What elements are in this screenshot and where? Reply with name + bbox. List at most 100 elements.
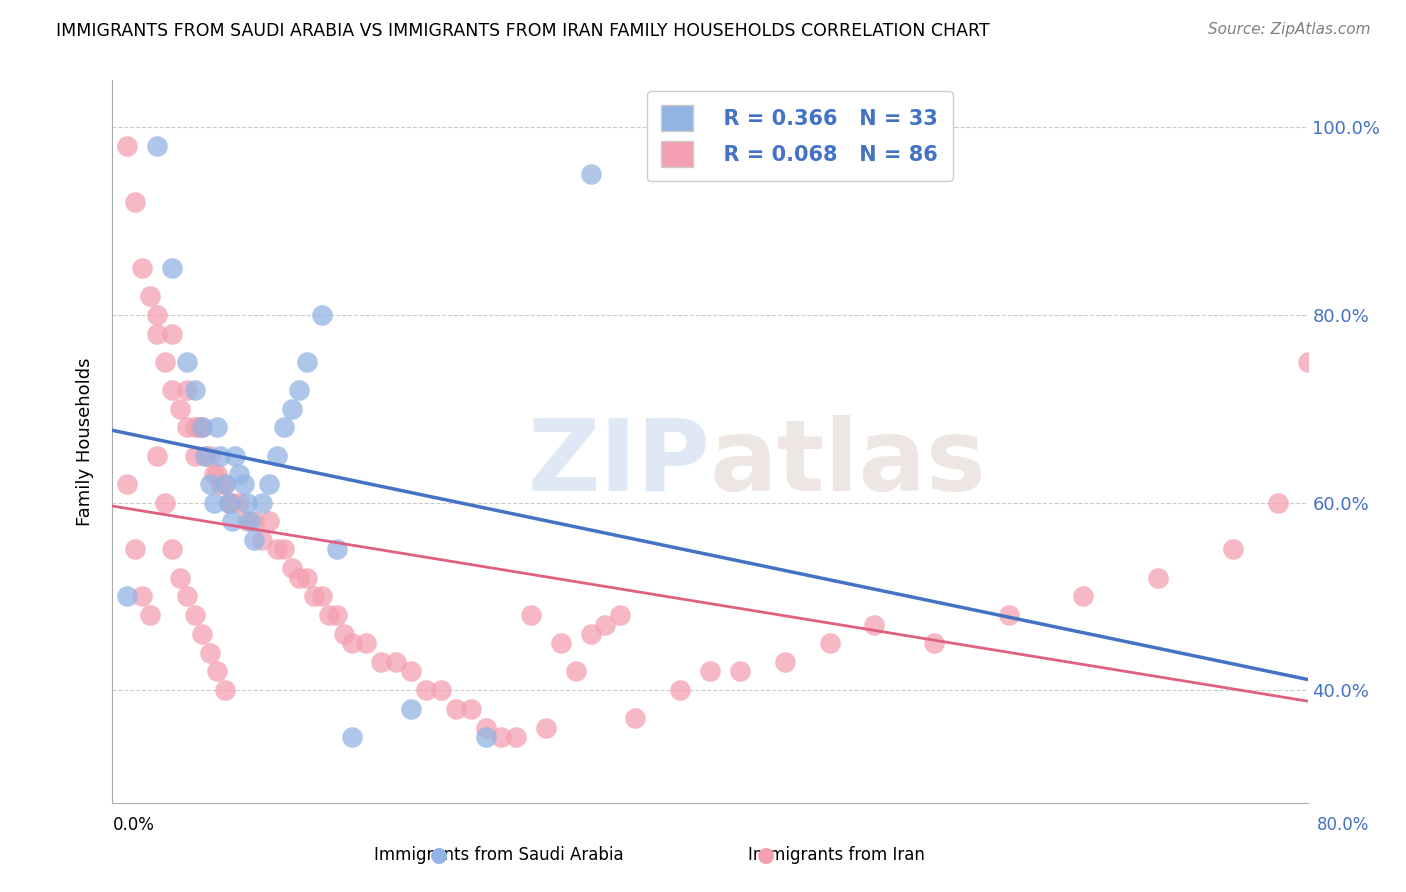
Point [430,683,453,698]
Point [311,308,333,322]
Point [205,420,228,434]
Point [250,495,273,509]
Point [124,542,146,557]
Point [1147,571,1170,585]
Point [218,495,240,509]
Point [194,449,217,463]
Point [162,260,183,275]
Point [236,514,259,528]
Point [281,401,304,416]
Point [117,590,139,604]
Text: atlas: atlas [710,415,987,512]
Point [534,721,557,735]
Point [505,730,527,744]
Point [356,636,378,650]
Point [1222,542,1244,557]
Point [131,590,153,604]
Point [259,514,281,528]
Text: ●: ● [430,845,447,864]
Point [595,617,617,632]
Point [318,608,340,623]
Point [333,627,356,641]
Point [998,608,1021,623]
Point [176,355,198,369]
Point [224,449,246,463]
Text: Immigrants from Iran: Immigrants from Iran [748,846,925,863]
Point [325,542,347,557]
Point [191,420,214,434]
Point [221,495,243,509]
Point [202,467,225,482]
Point [579,167,602,181]
Point [401,702,423,716]
Point [415,683,437,698]
Point [460,702,482,716]
Point [162,542,183,557]
Text: ●: ● [758,845,775,864]
Point [205,467,228,482]
Point [218,495,240,509]
Point [198,449,221,463]
Point [1296,355,1319,369]
Point [281,561,304,575]
Point [922,636,945,650]
Point [202,495,225,509]
Point [325,608,347,623]
Point [221,514,243,528]
Point [176,383,198,397]
Point [302,590,325,604]
Point [266,542,288,557]
Point [340,730,363,744]
Point [209,449,232,463]
Point [214,476,236,491]
Point [146,308,169,322]
Point [183,449,205,463]
Point [243,533,266,547]
Point [162,383,183,397]
Point [183,608,205,623]
Point [243,514,266,528]
Point [176,420,198,434]
Point [124,195,146,210]
Point [259,476,281,491]
Point [214,476,236,491]
Point [340,636,363,650]
Point [162,326,183,341]
Point [176,590,198,604]
Point [228,467,250,482]
Point [1073,590,1095,604]
Point [198,476,221,491]
Point [385,655,408,669]
Point [475,721,498,735]
Point [236,495,259,509]
Point [191,627,214,641]
Point [214,683,236,698]
Text: Immigrants from Saudi Arabia: Immigrants from Saudi Arabia [374,846,624,863]
Point [863,617,886,632]
Point [131,260,153,275]
Point [288,383,311,397]
Text: IMMIGRANTS FROM SAUDI ARABIA VS IMMIGRANTS FROM IRAN FAMILY HOUSEHOLDS CORRELATI: IMMIGRANTS FROM SAUDI ARABIA VS IMMIGRAN… [56,22,990,40]
Point [183,420,205,434]
Point [233,476,256,491]
Point [1267,495,1289,509]
Point [139,289,162,303]
Text: 80.0%: 80.0% [1316,816,1369,834]
Point [169,401,191,416]
Point [273,420,295,434]
Point [117,476,139,491]
Point [146,449,169,463]
Point [773,655,796,669]
Point [624,711,647,725]
Point [295,571,318,585]
Point [295,355,318,369]
Point [169,571,191,585]
Point [209,476,232,491]
Point [146,139,169,153]
Point [520,608,543,623]
Y-axis label: Family Households: Family Households [76,358,94,525]
Point [191,420,214,434]
Point [139,608,162,623]
Point [273,542,295,557]
Point [266,449,288,463]
